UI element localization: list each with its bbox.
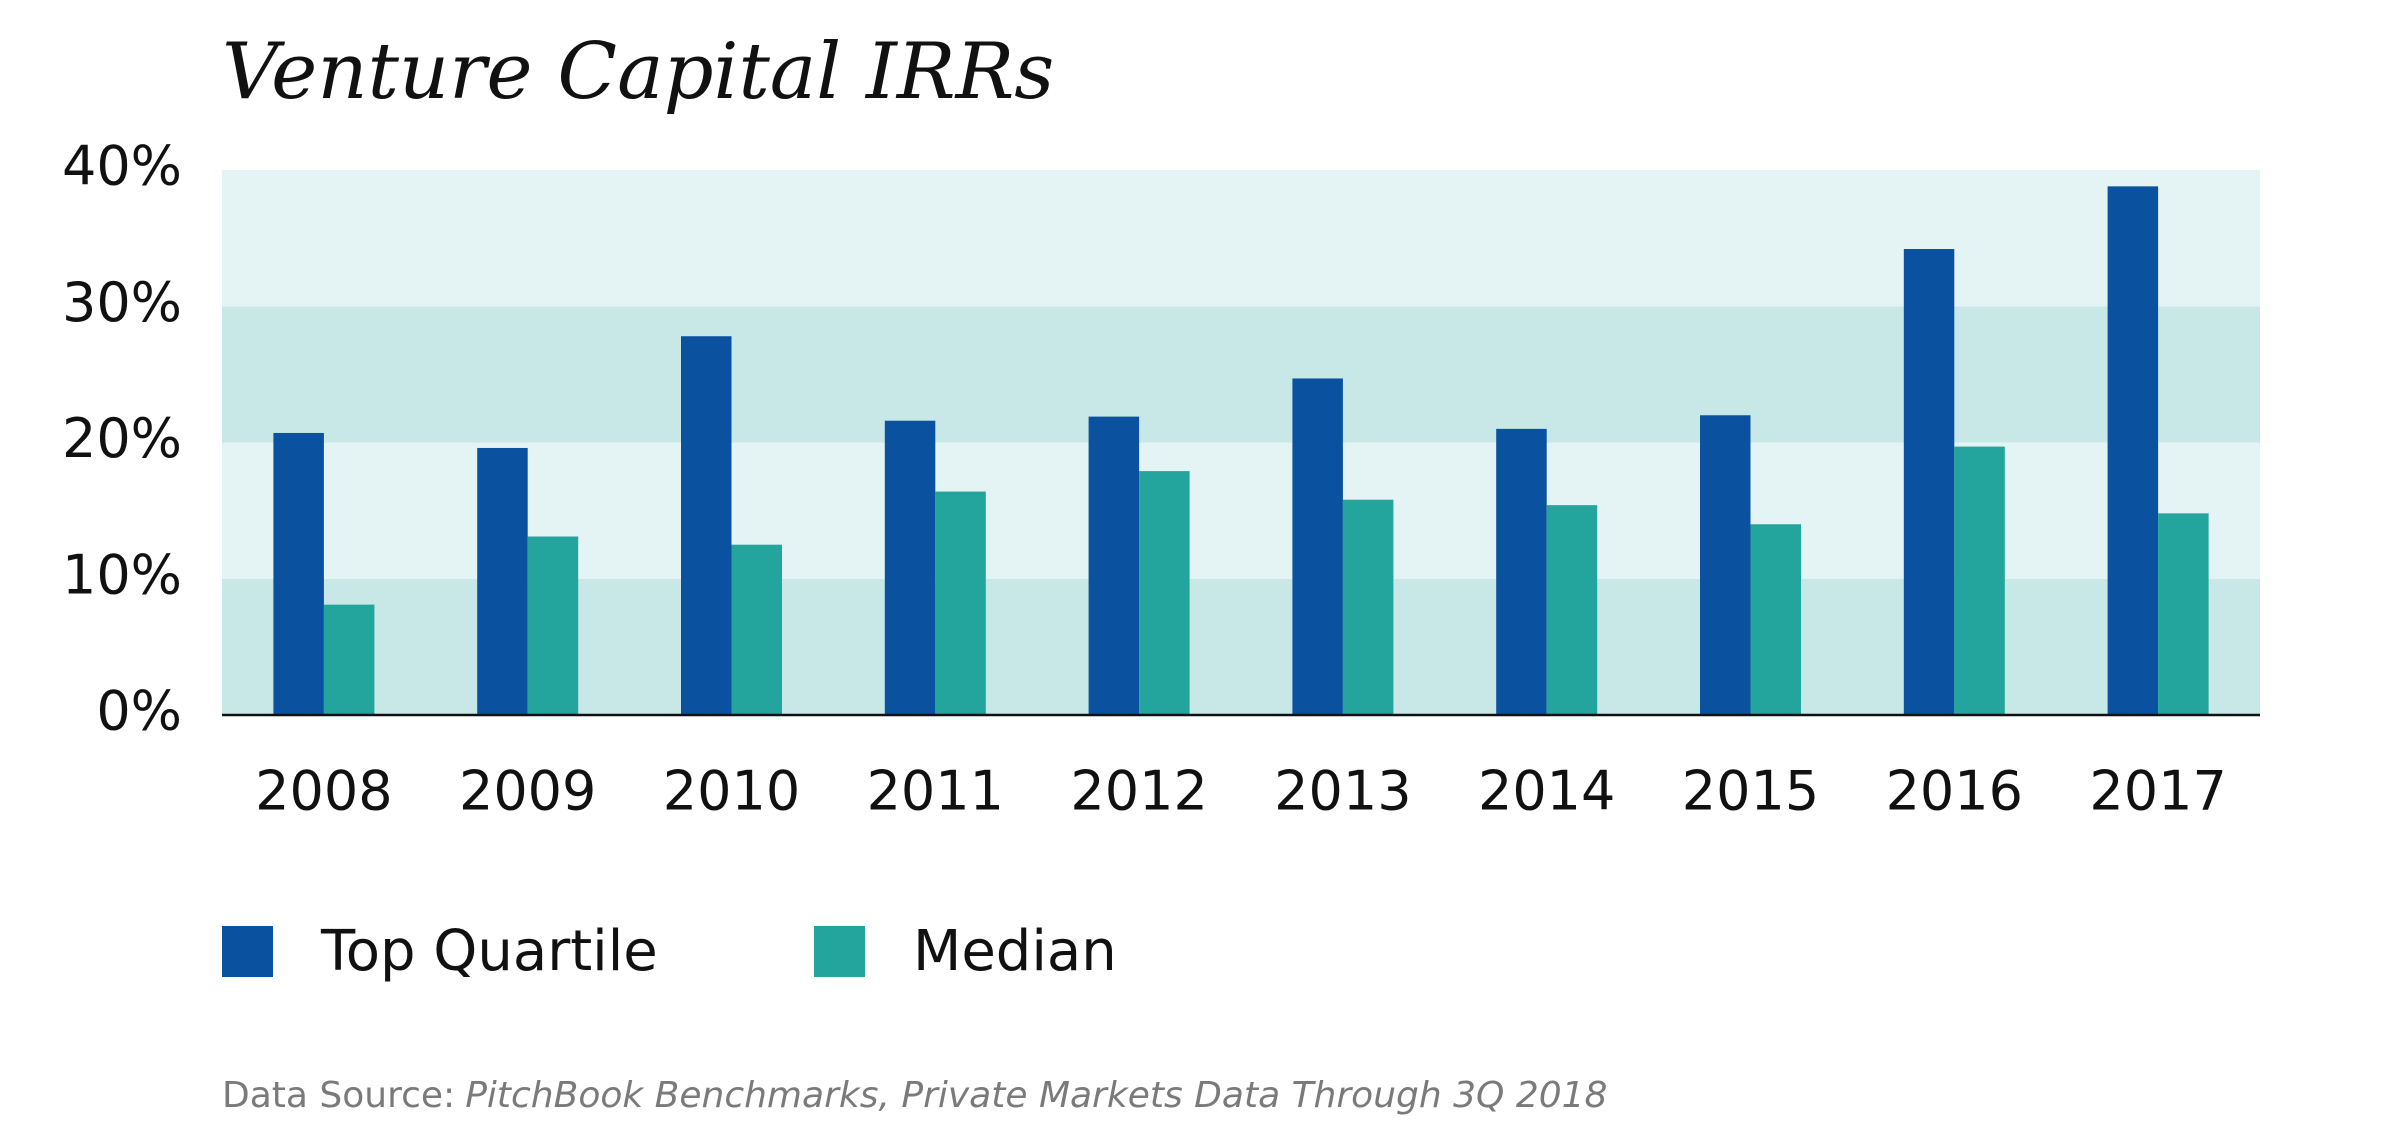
source-text: PitchBook Benchmarks, Private Markets Da… xyxy=(465,1075,1607,1116)
source-note: Data Source: PitchBook Benchmarks, Privat… xyxy=(222,1075,1607,1116)
bar xyxy=(273,432,324,715)
x-tick-label: 2011 xyxy=(867,760,1004,823)
bar xyxy=(935,491,986,715)
y-tick-label: 30% xyxy=(62,271,182,334)
x-tick-label: 2010 xyxy=(663,760,800,823)
bar xyxy=(1496,428,1547,715)
y-tick-label: 10% xyxy=(62,543,182,606)
y-tick-label: 20% xyxy=(62,407,182,470)
x-tick-label: 2009 xyxy=(459,760,596,823)
bar xyxy=(1139,471,1190,715)
bar xyxy=(1700,415,1751,715)
bar xyxy=(527,536,579,715)
bar xyxy=(1750,524,1801,715)
x-tick-label: 2015 xyxy=(1682,760,1819,823)
bar xyxy=(681,336,732,715)
chart-title: Venture Capital IRRs xyxy=(222,27,1054,117)
bar xyxy=(1292,378,1343,715)
x-tick-label: 2016 xyxy=(1886,760,2023,823)
bar xyxy=(731,544,782,715)
bar xyxy=(884,420,936,715)
bar xyxy=(2107,186,2159,716)
legend-label: Median xyxy=(913,919,1117,984)
bar xyxy=(2158,513,2209,715)
bar xyxy=(1903,249,1955,715)
legend-label: Top Quartile xyxy=(320,919,658,984)
bar xyxy=(477,447,528,715)
y-tick-label: 0% xyxy=(96,680,182,743)
bar xyxy=(323,604,375,715)
source-label: Data Source: xyxy=(222,1075,455,1116)
y-tick-label: 40% xyxy=(62,135,182,198)
x-tick-label: 2012 xyxy=(1070,760,1207,823)
x-tick-label: 2017 xyxy=(2089,760,2226,823)
bar xyxy=(1342,499,1394,715)
bar xyxy=(1546,505,1598,715)
x-tick-label: 2008 xyxy=(255,760,392,823)
plot-area: 0% 10% 20% 30% 40% 2008 2009 2010 2011 2012 2013 20… xyxy=(62,135,2260,984)
legend-swatch xyxy=(814,926,865,977)
bar xyxy=(1954,446,2005,715)
x-tick-label: 2013 xyxy=(1274,760,1411,823)
bar xyxy=(1088,416,1140,715)
x-tick-label: 2014 xyxy=(1478,760,1615,823)
legend-swatch xyxy=(222,926,273,977)
